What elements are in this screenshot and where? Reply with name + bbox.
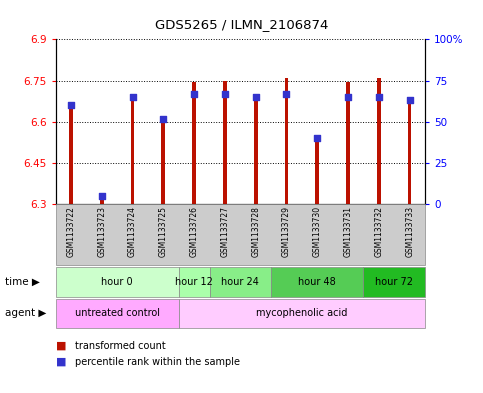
Bar [69,105,73,204]
Bar [223,81,227,204]
Text: GSM1133722: GSM1133722 [67,206,75,257]
Point [128,94,136,100]
Point [283,91,290,97]
Point [344,94,352,100]
Bar [131,94,134,204]
Point [67,102,75,108]
Text: transformed count: transformed count [75,341,166,351]
Text: GSM1133727: GSM1133727 [220,206,229,257]
Text: GSM1133729: GSM1133729 [282,206,291,257]
Bar [161,116,165,204]
Bar [100,199,103,204]
Text: untreated control: untreated control [75,309,159,318]
Text: ■: ■ [56,341,66,351]
Bar [315,141,319,204]
Point [406,97,413,103]
Text: GSM1133732: GSM1133732 [374,206,384,257]
Text: time ▶: time ▶ [5,277,40,287]
Text: hour 24: hour 24 [221,277,259,287]
Text: GSM1133728: GSM1133728 [251,206,260,257]
Point [159,116,167,122]
Point [221,91,229,97]
Bar [346,82,350,204]
Text: GSM1133730: GSM1133730 [313,206,322,257]
Text: GSM1133731: GSM1133731 [343,206,353,257]
Text: percentile rank within the sample: percentile rank within the sample [75,356,240,367]
Text: GSM1133726: GSM1133726 [190,206,199,257]
Point [98,193,106,199]
Bar [377,78,381,204]
Text: ■: ■ [56,356,66,367]
Text: GSM1133725: GSM1133725 [159,206,168,257]
Text: GSM1133733: GSM1133733 [405,206,414,257]
Bar [254,100,257,204]
Text: hour 12: hour 12 [175,277,213,287]
Point [252,94,259,100]
Text: GSM1133723: GSM1133723 [97,206,106,257]
Text: hour 0: hour 0 [101,277,133,287]
Text: mycophenolic acid: mycophenolic acid [256,309,348,318]
Text: hour 48: hour 48 [298,277,336,287]
Point [375,94,383,100]
Bar [192,82,196,204]
Text: GDS5265 / ILMN_2106874: GDS5265 / ILMN_2106874 [155,18,328,31]
Bar [284,78,288,204]
Point [313,135,321,141]
Text: GSM1133724: GSM1133724 [128,206,137,257]
Point [190,91,198,97]
Text: agent ▶: agent ▶ [5,309,46,318]
Text: hour 72: hour 72 [375,277,413,287]
Bar [408,100,412,204]
